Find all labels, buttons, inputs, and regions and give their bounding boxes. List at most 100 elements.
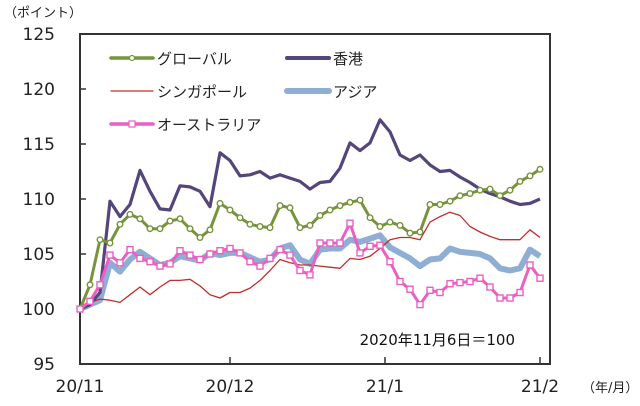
data-point xyxy=(186,225,194,233)
y-tick-label: 125 xyxy=(23,25,55,45)
data-point xyxy=(196,255,204,264)
data-point xyxy=(426,286,434,294)
data-point xyxy=(286,251,294,259)
x-tick-label: 20/12 xyxy=(206,377,255,397)
data-point xyxy=(416,300,424,309)
y-tick-label: 100 xyxy=(23,300,55,320)
series-1 xyxy=(79,118,541,311)
y-tick-label: 115 xyxy=(23,135,55,155)
data-point xyxy=(336,239,344,247)
data-point xyxy=(516,177,524,185)
data-point xyxy=(286,204,294,212)
x-tick-label: 20/11 xyxy=(56,377,105,397)
x-axis: 20/11 20/12 21/1 21/2 xyxy=(56,357,559,397)
data-point xyxy=(536,274,544,282)
data-point xyxy=(426,200,434,208)
y-tick-label: 105 xyxy=(23,245,55,265)
legend-label: シンガポール xyxy=(157,83,247,101)
data-point xyxy=(316,239,324,247)
legend-item: アジア xyxy=(284,83,377,101)
data-point xyxy=(436,200,444,208)
data-point xyxy=(376,222,384,230)
data-point xyxy=(536,165,544,173)
data-point xyxy=(496,192,504,200)
legend-label: オーストラリア xyxy=(157,116,261,134)
data-point xyxy=(346,198,354,206)
data-point xyxy=(446,197,454,205)
legend-item: 香港 xyxy=(285,50,363,68)
data-point xyxy=(126,245,134,254)
data-point xyxy=(256,262,264,270)
data-point xyxy=(206,250,214,258)
data-point xyxy=(396,277,404,286)
data-point xyxy=(456,192,464,200)
x-axis-unit-label: （年/月） xyxy=(582,381,638,396)
data-point xyxy=(156,225,164,233)
data-point xyxy=(116,220,124,228)
data-point xyxy=(136,215,144,223)
data-point xyxy=(336,202,344,210)
y-tick-label: 95 xyxy=(33,355,55,375)
data-point xyxy=(526,172,534,180)
series-2 xyxy=(79,211,541,310)
data-point xyxy=(216,199,224,207)
data-point xyxy=(96,281,104,289)
data-point xyxy=(486,185,494,193)
data-point xyxy=(406,229,414,237)
data-point xyxy=(466,189,474,197)
data-point xyxy=(196,233,204,241)
legend-label: 香港 xyxy=(333,50,363,68)
data-point xyxy=(366,214,374,222)
y-tick-label: 110 xyxy=(23,190,55,210)
data-point xyxy=(96,236,104,244)
data-point xyxy=(416,228,424,236)
data-point xyxy=(356,196,364,204)
data-point xyxy=(476,186,484,194)
data-point xyxy=(246,220,254,228)
data-point xyxy=(106,239,114,247)
data-point xyxy=(266,254,274,263)
data-point xyxy=(506,294,514,302)
data-point xyxy=(86,281,94,289)
data-point xyxy=(276,245,284,254)
data-point xyxy=(176,246,184,255)
data-point xyxy=(256,222,264,230)
data-point xyxy=(436,288,444,297)
data-point xyxy=(366,242,374,251)
data-point xyxy=(166,260,174,268)
series-line xyxy=(79,211,541,310)
legend-label: アジア xyxy=(333,83,377,101)
y-tick-label: 120 xyxy=(23,80,55,100)
data-point xyxy=(86,297,94,305)
data-point xyxy=(236,249,244,257)
data-point xyxy=(306,221,314,229)
series-line xyxy=(79,118,541,311)
data-point xyxy=(506,186,514,194)
data-point xyxy=(216,246,224,255)
series-group xyxy=(76,118,544,313)
data-point xyxy=(246,258,254,266)
x-tick-label: 21/2 xyxy=(521,377,559,397)
data-point xyxy=(446,280,454,288)
base-date-annotation: 2020年11月6日＝100 xyxy=(360,331,515,349)
data-point xyxy=(296,266,304,275)
legend-item: シンガポール xyxy=(110,83,247,101)
y-axis: 95 100 105 110 115 120 125 xyxy=(23,25,86,375)
series-4 xyxy=(76,219,544,313)
data-point xyxy=(526,261,534,269)
legend-item: オーストラリア xyxy=(109,116,261,134)
data-point xyxy=(316,211,324,219)
data-point xyxy=(476,274,484,282)
data-point xyxy=(496,294,504,302)
legend-item: グローバル xyxy=(109,50,232,68)
data-point xyxy=(466,277,474,286)
plot-frame xyxy=(79,33,551,365)
data-point xyxy=(126,210,134,218)
data-point xyxy=(356,249,364,257)
data-point xyxy=(226,206,234,214)
data-point xyxy=(166,217,174,225)
data-point xyxy=(396,221,404,229)
y-axis-unit-label: （ポイント） xyxy=(4,6,82,21)
